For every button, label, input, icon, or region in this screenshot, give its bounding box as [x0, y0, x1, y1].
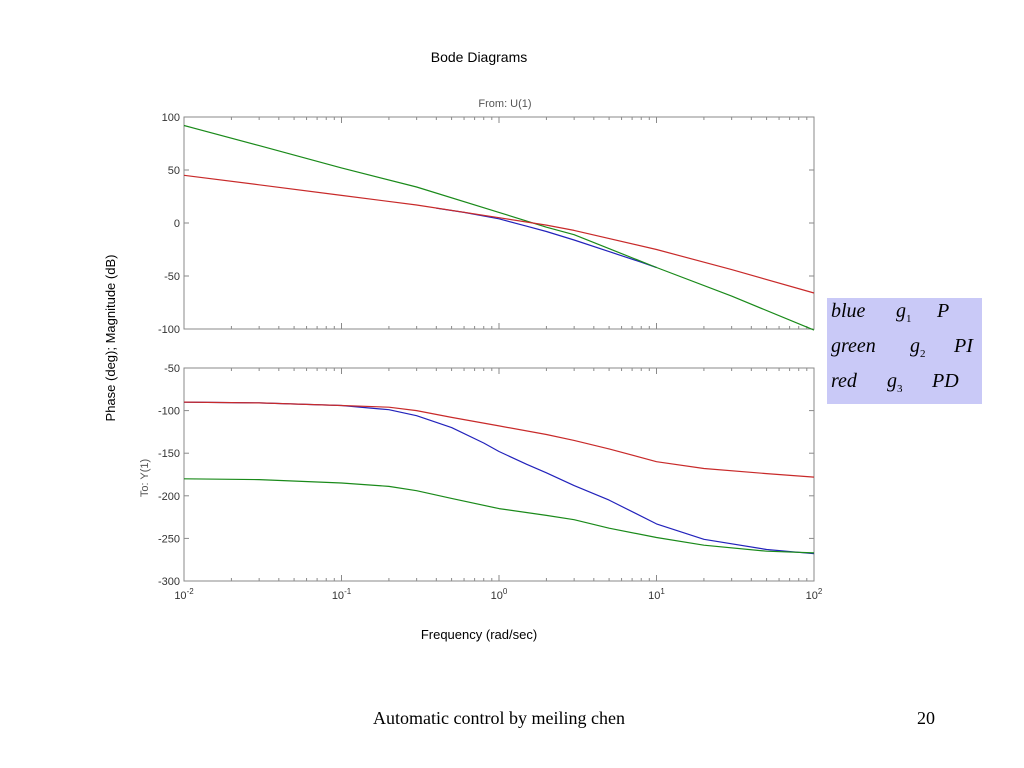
x-tick-labels: 10-2 10-1 100 101 102 — [174, 587, 823, 602]
y-tick-label: -50 — [164, 363, 180, 375]
magnitude-series-line — [183, 174, 815, 294]
phase-series-line — [183, 478, 815, 554]
footer-caption: Automatic control by meiling chen — [373, 708, 625, 728]
legend-transfer-function: g3 — [887, 370, 903, 395]
plot-panels: 100 50 0 -50 -100 -50 -100 -150 -200 -250 -30010-2… — [158, 112, 823, 602]
legend-row-red: red g3 PD — [830, 370, 982, 405]
legend-g-subscript: 1 — [906, 313, 912, 325]
x-tick-label: 101 — [648, 587, 665, 602]
x-tick-label: 10-2 — [174, 587, 194, 602]
x-tick-label: 100 — [491, 587, 508, 602]
phase-panel: -50 -100 -150 -200 -250 -300 — [158, 363, 815, 588]
magnitude-axes-frame — [183, 116, 815, 330]
y-tick-label: -50 — [164, 271, 180, 283]
legend-controller: PI — [954, 335, 973, 357]
phase-series-line — [183, 401, 815, 478]
x-tick-label: 10-1 — [332, 587, 352, 602]
legend-color-word: red — [831, 370, 857, 392]
magnitude-series-line — [183, 124, 815, 331]
y-tick-label: 100 — [162, 112, 180, 124]
legend-g: g — [910, 335, 920, 357]
legend-row-blue: blue g1 P — [830, 300, 982, 335]
legend-transfer-function: g1 — [896, 300, 912, 325]
y-tick-label: -150 — [158, 448, 180, 460]
y-tick-label: -300 — [158, 576, 180, 588]
phase-series-line — [183, 401, 815, 555]
magnitude-panel: 100 50 0 -50 -100 — [158, 112, 815, 336]
y-tick-label: 50 — [168, 165, 180, 177]
y-tick-label: -100 — [158, 324, 180, 336]
legend-controller: PD — [932, 370, 959, 392]
y-axis-inner-label: To: Y(1) — [139, 459, 151, 497]
legend-transfer-function: g2 — [910, 335, 926, 360]
legend-g-subscript: 2 — [920, 348, 926, 360]
chart-subtitle: From: U(1) — [478, 98, 531, 110]
x-axis-label: Frequency (rad/sec) — [421, 627, 537, 642]
legend-g-subscript: 3 — [897, 383, 903, 395]
legend-row-green: green g2 PI — [830, 335, 982, 370]
y-tick-label: -250 — [158, 533, 180, 545]
legend-g: g — [896, 300, 906, 322]
x-tick-label: 102 — [806, 587, 823, 602]
legend-color-word: blue — [831, 300, 866, 322]
chart-title: Bode Diagrams — [431, 49, 528, 65]
legend-controller: P — [937, 300, 950, 322]
legend-g: g — [887, 370, 897, 392]
y-axis-label: Phase (deg); Magnitude (dB) — [103, 255, 118, 422]
legend-color-word: green — [831, 335, 876, 357]
page-number: 20 — [917, 708, 935, 728]
y-tick-label: -200 — [158, 491, 180, 503]
y-tick-label: -100 — [158, 406, 180, 418]
y-tick-label: 0 — [174, 218, 180, 230]
phase-axes-frame — [183, 367, 815, 582]
legend-box: blue g1 P green g2 PI red g3 PD — [827, 298, 982, 404]
